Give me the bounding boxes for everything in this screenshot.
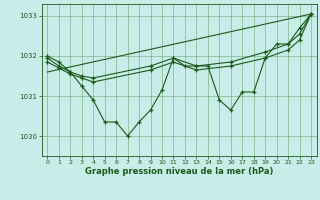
X-axis label: Graphe pression niveau de la mer (hPa): Graphe pression niveau de la mer (hPa): [85, 167, 273, 176]
